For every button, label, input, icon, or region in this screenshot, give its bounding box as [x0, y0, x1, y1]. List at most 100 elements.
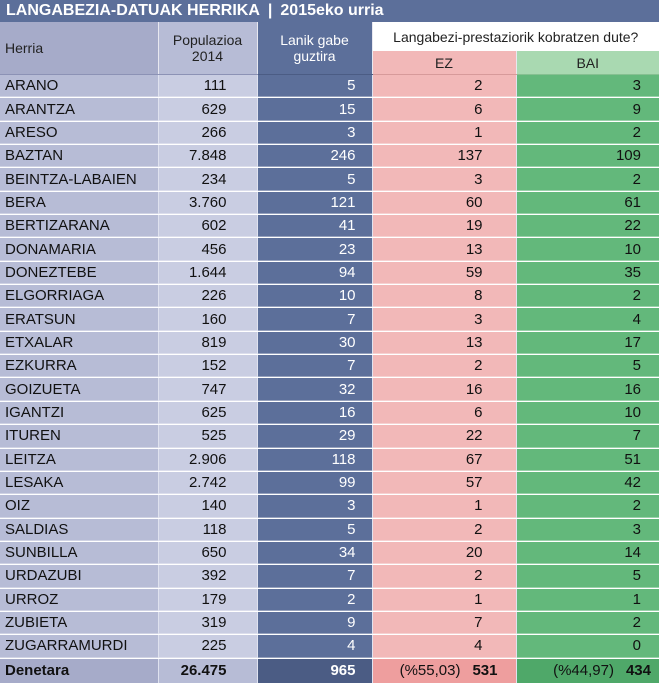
cell-populazioa: 2.906	[157, 448, 257, 472]
cell-lanik-gabe: 30	[256, 331, 372, 356]
cell-lanik-gabe: 10	[256, 284, 372, 309]
cell-bai: 0	[515, 634, 659, 659]
cell-bai: 22	[515, 214, 659, 239]
cell-herria: BEINTZA-LABAIEN	[0, 167, 158, 192]
table-row: BERTIZARANA 602 41 19 22	[0, 214, 659, 239]
cell-populazioa: 392	[157, 564, 257, 589]
cell-lanik-gabe: 29	[256, 424, 372, 449]
title-bar: LANGABEZIA-DATUAK HERRIKA | 2015eko urria	[0, 0, 659, 22]
cell-ez: 60	[371, 191, 516, 216]
cell-bai: 1	[515, 588, 659, 612]
cell-populazioa: 266	[157, 121, 257, 146]
data-table: Herria Populazioa 2014 Lanik gabe guztir…	[0, 22, 659, 683]
cell-bai: 2	[515, 284, 659, 309]
cell-herria: ARANTZA	[0, 97, 158, 122]
table-row: ITUREN 525 29 22 7	[0, 424, 659, 449]
cell-lanik-gabe: 3	[256, 494, 372, 519]
cell-ez: 2	[371, 564, 516, 589]
cell-ez: 16	[371, 377, 516, 402]
totals-ez-value: 531	[472, 662, 498, 680]
cell-herria: URROZ	[0, 588, 158, 612]
cell-ez: 3	[371, 307, 516, 332]
cell-populazioa: 747	[157, 377, 257, 402]
cell-ez: 7	[371, 611, 516, 636]
cell-bai: 5	[515, 354, 659, 379]
cell-herria: URDAZUBI	[0, 564, 158, 589]
table-row: LESAKA 2.742 99 57 42	[0, 471, 659, 496]
cell-lanik-gabe: 5	[256, 74, 372, 99]
cell-ez: 2	[371, 518, 516, 542]
table-row: ARESO 266 3 1 2	[0, 121, 659, 146]
totals-bai: (%44,97) 434	[515, 658, 659, 683]
header-populazioa: Populazioa 2014	[157, 22, 257, 75]
cell-ez: 2	[371, 74, 516, 99]
cell-ez: 59	[371, 261, 516, 286]
cell-bai: 17	[515, 331, 659, 356]
cell-populazioa: 152	[157, 354, 257, 379]
cell-ez: 1	[371, 588, 516, 612]
header-populazioa-line2: 2014	[191, 48, 224, 64]
cell-herria: ERATSUN	[0, 307, 158, 332]
totals-row: Denetara 26.475 965 (%55,03) 531 (%44,97)…	[0, 658, 659, 683]
table-row: ARANTZA 629 15 6 9	[0, 97, 659, 122]
cell-herria: BERA	[0, 191, 158, 216]
cell-bai: 61	[515, 191, 659, 216]
cell-bai: 51	[515, 448, 659, 472]
table-row: BEINTZA-LABAIEN 234 5 3 2	[0, 167, 659, 192]
cell-herria: ETXALAR	[0, 331, 158, 356]
cell-herria: SALDIAS	[0, 518, 158, 542]
header-lanik-line1: Lanik gabe	[280, 32, 349, 48]
cell-lanik-gabe: 5	[256, 518, 372, 542]
cell-ez: 20	[371, 541, 516, 566]
cell-herria: DONEZTEBE	[0, 261, 158, 286]
cell-lanik-gabe: 246	[256, 144, 372, 169]
totals-ez: (%55,03) 531	[371, 658, 516, 683]
cell-herria: EZKURRA	[0, 354, 158, 379]
totals-bai-pct: (%44,97)	[553, 662, 614, 680]
cell-ez: 3	[371, 167, 516, 192]
cell-populazioa: 602	[157, 214, 257, 239]
cell-bai: 3	[515, 518, 659, 542]
cell-bai: 4	[515, 307, 659, 332]
cell-lanik-gabe: 16	[256, 401, 372, 426]
cell-bai: 14	[515, 541, 659, 566]
cell-populazioa: 179	[157, 588, 257, 612]
totals-lanik-gabe: 965	[256, 658, 372, 683]
table-row: SUNBILLA 650 34 20 14	[0, 541, 659, 566]
header-ez: EZ	[371, 51, 516, 75]
header-prestazioa-group: Langabezi-prestaziorik kobratzen dute?	[371, 22, 659, 51]
cell-lanik-gabe: 94	[256, 261, 372, 286]
cell-herria: ZUGARRAMURDI	[0, 634, 158, 659]
cell-populazioa: 225	[157, 634, 257, 659]
cell-lanik-gabe: 5	[256, 167, 372, 192]
cell-bai: 16	[515, 377, 659, 402]
table-row: ERATSUN 160 7 3 4	[0, 307, 659, 332]
cell-populazioa: 1.644	[157, 261, 257, 286]
cell-lanik-gabe: 3	[256, 121, 372, 146]
cell-lanik-gabe: 34	[256, 541, 372, 566]
cell-lanik-gabe: 41	[256, 214, 372, 239]
cell-herria: ZUBIETA	[0, 611, 158, 636]
table-row: EZKURRA 152 7 2 5	[0, 354, 659, 379]
header-bai: BAI	[515, 51, 659, 75]
cell-bai: 7	[515, 424, 659, 449]
cell-populazioa: 629	[157, 97, 257, 122]
cell-ez: 2	[371, 354, 516, 379]
cell-bai: 2	[515, 121, 659, 146]
title-period: 2015eko urria	[280, 2, 384, 19]
table-row: BERA 3.760 121 60 61	[0, 191, 659, 216]
cell-ez: 13	[371, 237, 516, 262]
cell-populazioa: 140	[157, 494, 257, 519]
cell-lanik-gabe: 4	[256, 634, 372, 659]
header-lanik-line2: guztira	[293, 48, 336, 64]
cell-herria: ITUREN	[0, 424, 158, 449]
cell-bai: 42	[515, 471, 659, 496]
cell-lanik-gabe: 32	[256, 377, 372, 402]
cell-populazioa: 319	[157, 611, 257, 636]
cell-lanik-gabe: 7	[256, 307, 372, 332]
table-row: URROZ 179 2 1 1	[0, 588, 659, 612]
cell-lanik-gabe: 99	[256, 471, 372, 496]
cell-bai: 2	[515, 167, 659, 192]
cell-ez: 6	[371, 401, 516, 426]
